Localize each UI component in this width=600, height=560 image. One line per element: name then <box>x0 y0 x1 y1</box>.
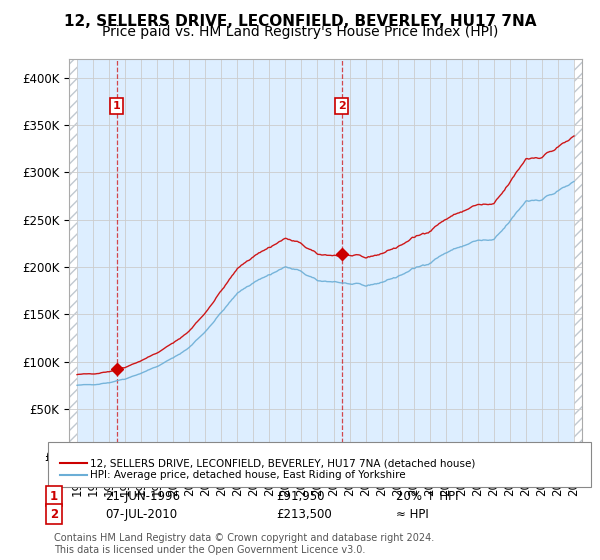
Text: ≈ HPI: ≈ HPI <box>396 507 429 521</box>
Text: Price paid vs. HM Land Registry's House Price Index (HPI): Price paid vs. HM Land Registry's House … <box>102 25 498 39</box>
Text: 07-JUL-2010: 07-JUL-2010 <box>105 507 177 521</box>
Text: 12, SELLERS DRIVE, LECONFIELD, BEVERLEY, HU17 7NA: 12, SELLERS DRIVE, LECONFIELD, BEVERLEY,… <box>64 14 536 29</box>
Text: 1: 1 <box>113 101 121 111</box>
Bar <box>574 59 582 456</box>
Text: Contains HM Land Registry data © Crown copyright and database right 2024.
This d: Contains HM Land Registry data © Crown c… <box>54 533 434 555</box>
Text: 1: 1 <box>50 489 58 503</box>
Text: £91,950: £91,950 <box>276 489 325 503</box>
Text: 12, SELLERS DRIVE, LECONFIELD, BEVERLEY, HU17 7NA (detached house): 12, SELLERS DRIVE, LECONFIELD, BEVERLEY,… <box>90 458 475 468</box>
Text: HPI: Average price, detached house, East Riding of Yorkshire: HPI: Average price, detached house, East… <box>90 470 406 480</box>
Text: 2: 2 <box>50 507 58 521</box>
Bar <box>69 59 77 456</box>
Text: 2: 2 <box>338 101 346 111</box>
Text: 21-JUN-1996: 21-JUN-1996 <box>105 489 180 503</box>
Text: 20% ↑ HPI: 20% ↑ HPI <box>396 489 458 503</box>
Text: £213,500: £213,500 <box>276 507 332 521</box>
